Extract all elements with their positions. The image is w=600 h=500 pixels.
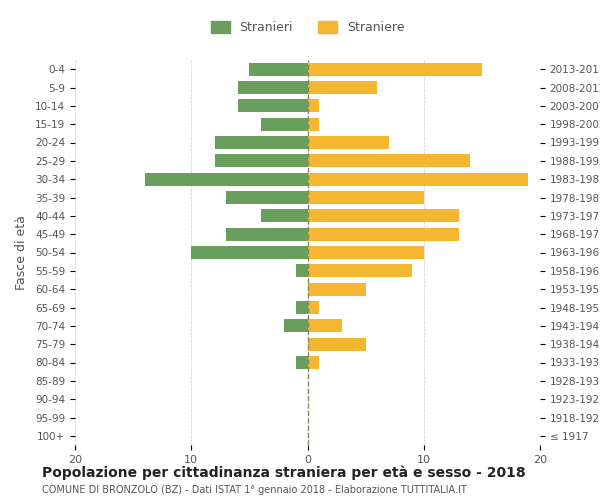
Bar	[308, 191, 424, 204]
Bar	[261, 118, 308, 130]
Bar	[296, 264, 308, 277]
Bar	[308, 228, 458, 240]
Bar	[296, 301, 308, 314]
Bar	[238, 81, 308, 94]
Bar	[308, 63, 482, 76]
Bar	[308, 301, 319, 314]
Bar	[261, 210, 308, 222]
Bar	[284, 320, 308, 332]
Bar	[308, 154, 470, 167]
Bar	[226, 228, 308, 240]
Bar	[308, 338, 365, 350]
Bar	[238, 100, 308, 112]
Bar	[250, 63, 308, 76]
Text: COMUNE DI BRONZOLO (BZ) - Dati ISTAT 1° gennaio 2018 - Elaborazione TUTTITALIA.I: COMUNE DI BRONZOLO (BZ) - Dati ISTAT 1° …	[42, 485, 467, 495]
Bar	[308, 173, 529, 186]
Bar	[308, 100, 319, 112]
Bar	[308, 81, 377, 94]
Bar	[191, 246, 308, 259]
Bar	[296, 356, 308, 369]
Text: Popolazione per cittadinanza straniera per età e sesso - 2018: Popolazione per cittadinanza straniera p…	[42, 465, 526, 479]
Bar	[215, 154, 308, 167]
Bar	[308, 136, 389, 149]
Bar	[215, 136, 308, 149]
Bar	[308, 210, 458, 222]
Bar	[145, 173, 308, 186]
Bar	[308, 264, 412, 277]
Bar	[308, 320, 343, 332]
Y-axis label: Fasce di età: Fasce di età	[15, 215, 28, 290]
Bar	[308, 246, 424, 259]
Bar	[308, 118, 319, 130]
Bar	[226, 191, 308, 204]
Bar	[308, 356, 319, 369]
Legend: Stranieri, Straniere: Stranieri, Straniere	[206, 16, 409, 39]
Bar	[308, 283, 365, 296]
